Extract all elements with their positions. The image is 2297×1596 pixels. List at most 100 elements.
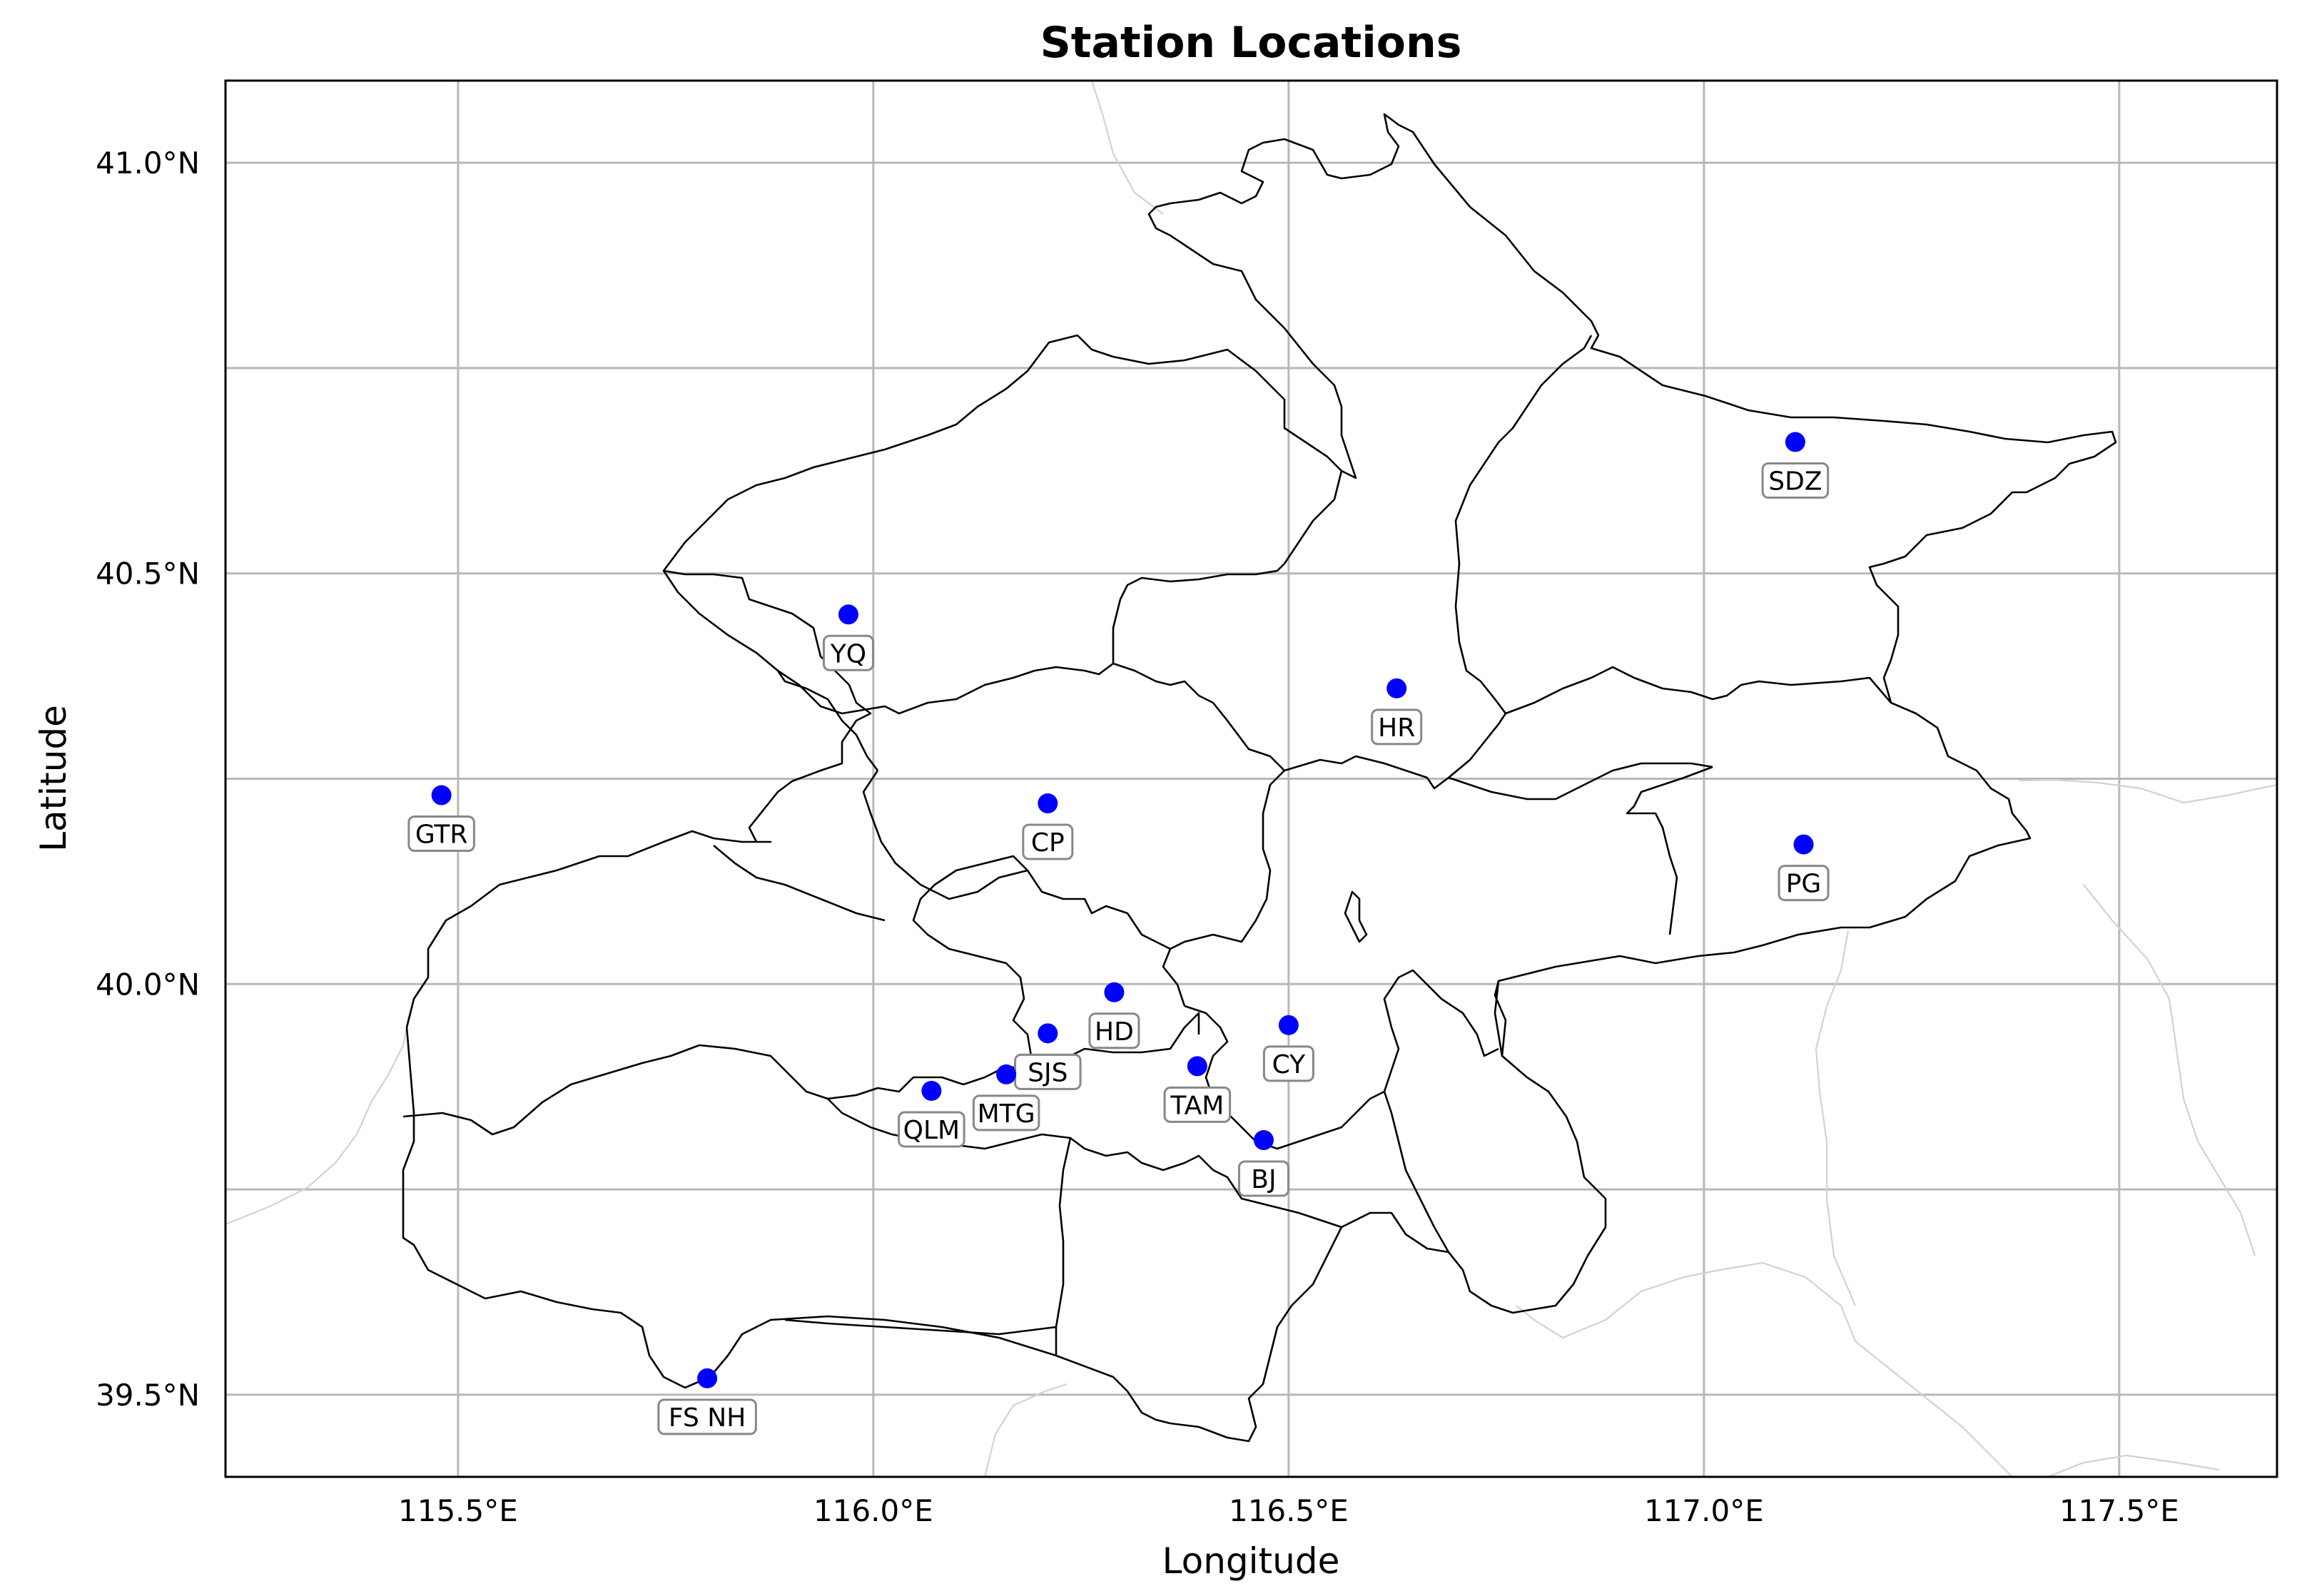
y-tick-label: 40.0°N <box>96 967 200 1002</box>
station-marker[interactable] <box>996 1064 1017 1084</box>
station-sdz[interactable]: SDZ <box>1761 432 1830 499</box>
station-label-box <box>1088 1012 1140 1049</box>
station-bj[interactable]: BJ <box>1237 1130 1289 1197</box>
station-label: BJ <box>1251 1165 1276 1194</box>
district-boundary-miyun-south <box>1448 762 1713 800</box>
outer-border-east-3 <box>2083 884 2256 1256</box>
station-label-box <box>822 634 874 671</box>
district-boundary-changping-south <box>862 770 1171 950</box>
station-marker[interactable] <box>838 604 858 625</box>
station-gtr[interactable]: GTR <box>407 785 475 853</box>
station-mtg[interactable]: MTG <box>972 1064 1040 1132</box>
station-label-box <box>1237 1160 1289 1197</box>
station-hd[interactable]: HD <box>1088 982 1140 1049</box>
district-boundary-daxing-south <box>1055 1137 1072 1356</box>
district-boundary-fengtai-south <box>827 1098 1214 1171</box>
district-boundary-tongzhou-east <box>1494 980 1504 1057</box>
station-label: SDZ <box>1768 467 1822 497</box>
station-label-box <box>972 1094 1040 1132</box>
outer-border-east <box>2019 778 2277 804</box>
station-label: CP <box>1031 828 1065 858</box>
station-label-box <box>1778 865 1830 902</box>
station-sjs[interactable]: SJS <box>1014 1023 1082 1090</box>
station-marker[interactable] <box>1793 834 1814 855</box>
axis-ticks: 115.5°E 116.0°E 116.5°E 117.0°E 117.5°E 39.5°… <box>96 146 2179 1528</box>
station-label-box <box>1262 1045 1314 1082</box>
reservoir-outline <box>1344 890 1368 943</box>
x-axis-label: Longitude <box>1162 1540 1340 1582</box>
outer-border-southwest <box>983 1383 1068 1477</box>
district-boundary-daxing-east <box>1383 1091 1450 1253</box>
station-label: HR <box>1378 713 1415 743</box>
map-title: Station Locations <box>1040 18 1462 68</box>
y-tick-label: 41.0°N <box>96 146 200 181</box>
y-tick-label: 40.5°N <box>96 556 200 591</box>
station-pg[interactable]: PG <box>1778 834 1830 902</box>
station-yq[interactable]: YQ <box>822 604 874 671</box>
district-boundary-pinggu <box>1626 766 1713 935</box>
district-boundary-fangshan <box>784 1318 1057 1336</box>
station-label: TAM <box>1170 1091 1224 1120</box>
station-label-box <box>1163 1086 1232 1123</box>
station-label-box <box>407 815 475 853</box>
station-label: YQ <box>830 639 866 669</box>
district-boundary-huairou-east <box>1284 335 1593 790</box>
station-fs-nh[interactable]: FS NH <box>657 1368 757 1435</box>
station-marker[interactable] <box>1187 1056 1207 1077</box>
district-boundary-shunyi <box>1162 770 1285 1007</box>
station-label: MTG <box>978 1099 1035 1129</box>
district-boundary-daxing <box>1212 1169 1342 1229</box>
x-tick-label: 117.5°E <box>2059 1493 2179 1528</box>
station-marker[interactable] <box>1278 1015 1299 1035</box>
stations: GTR YQ CP HR SDZ PG HD SJS MTG QLM TAM CY BJ FS NH <box>407 432 1830 1435</box>
station-label: QLM <box>903 1116 960 1145</box>
outer-border-southeast <box>2047 1454 2220 1477</box>
station-label: FS NH <box>669 1403 746 1433</box>
station-label: CY <box>1272 1050 1307 1079</box>
station-marker[interactable] <box>1038 1023 1058 1044</box>
station-label: PG <box>1786 870 1822 899</box>
station-marker[interactable] <box>697 1368 718 1388</box>
district-boundary-tongzhou <box>1383 969 1499 1092</box>
station-label: HD <box>1095 1017 1134 1047</box>
outer-border-north <box>1090 81 1164 215</box>
station-label: SJS <box>1028 1058 1068 1087</box>
station-label: GTR <box>415 820 468 850</box>
station-marker[interactable] <box>1038 793 1058 814</box>
station-marker[interactable] <box>431 785 452 805</box>
x-tick-label: 116.5°E <box>1229 1493 1349 1528</box>
x-tick-label: 116.0°E <box>813 1493 933 1528</box>
station-marker[interactable] <box>921 1080 942 1101</box>
municipal-boundary <box>402 113 2117 1443</box>
x-tick-label: 115.5°E <box>398 1493 518 1528</box>
station-marker[interactable] <box>1386 678 1407 698</box>
station-marker[interactable] <box>1104 982 1125 1002</box>
district-boundary-yanqing <box>662 570 879 771</box>
district-boundary-miyun <box>1505 666 1892 715</box>
station-hr[interactable]: HR <box>1371 678 1423 746</box>
station-label-box <box>1022 823 1074 860</box>
district-boundary-mentougou-south <box>402 1044 1000 1136</box>
station-label-box <box>657 1398 757 1435</box>
y-axis-label: Latitude <box>33 705 74 852</box>
district-boundary-mentougou <box>713 845 886 922</box>
station-label-box <box>1371 708 1423 746</box>
station-marker[interactable] <box>1253 1130 1274 1151</box>
outer-border-west <box>225 1016 410 1226</box>
station-cy[interactable]: CY <box>1262 1015 1314 1082</box>
district-boundary-changping-north <box>777 662 1285 771</box>
district-boundary-chaoyang <box>1184 1005 1385 1150</box>
outer-border-east-2 <box>1815 930 1857 1306</box>
district-boundary-haidian <box>912 855 1033 1057</box>
x-tick-label: 117.0°E <box>1644 1493 1764 1528</box>
station-tam[interactable]: TAM <box>1163 1056 1232 1123</box>
station-marker[interactable] <box>1785 432 1805 452</box>
boundaries <box>225 81 2277 1477</box>
station-qlm[interactable]: QLM <box>898 1080 965 1148</box>
outer-border-south <box>1516 1261 2013 1477</box>
station-label-box <box>1761 462 1830 499</box>
station-cp[interactable]: CP <box>1022 793 1074 860</box>
station-label-box <box>898 1111 965 1148</box>
y-tick-label: 39.5°N <box>96 1378 200 1413</box>
